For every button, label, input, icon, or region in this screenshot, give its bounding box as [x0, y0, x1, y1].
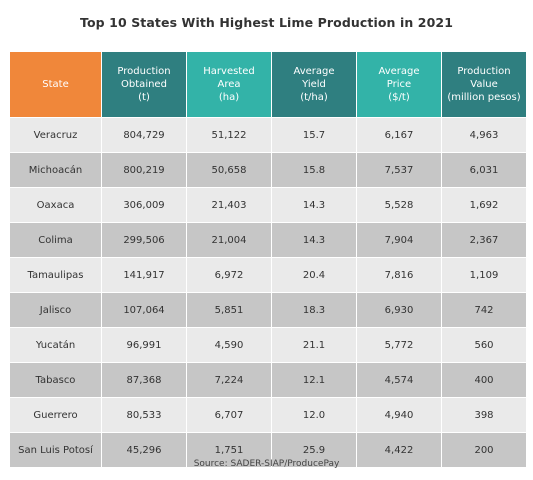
cell-production-obtained: 299,506 [101, 222, 187, 258]
table-row: Veracruz 804,729 51,122 15.7 6,167 4,963 [9, 117, 527, 153]
cell-average-price: 7,904 [356, 222, 442, 258]
cell-harvested-area: 7,224 [186, 362, 272, 398]
header-production-value-line-3: (million pesos) [447, 92, 521, 103]
cell-average-price: 7,816 [356, 257, 442, 293]
cell-average-yield: 20.4 [271, 257, 357, 293]
cell-production-value: 400 [441, 362, 527, 398]
header-harvested-area-line-1: Harvested [203, 66, 255, 77]
header-average-yield-line-2: Yield [302, 79, 326, 90]
table-row: Yucatán 96,991 4,590 21.1 5,772 560 [9, 327, 527, 363]
cell-average-yield: 15.8 [271, 152, 357, 188]
header-production-obtained-line-3: (t) [138, 92, 150, 103]
cell-state: Tabasco [9, 362, 102, 398]
cell-production-value: 200 [441, 432, 527, 468]
cell-production-value: 742 [441, 292, 527, 328]
header-production-value: Production Value (million pesos) [441, 51, 527, 118]
cell-harvested-area: 6,707 [186, 397, 272, 433]
table-row: Oaxaca 306,009 21,403 14.3 5,528 1,692 [9, 187, 527, 223]
cell-average-price: 6,930 [356, 292, 442, 328]
header-production-value-line-1: Production [457, 66, 511, 77]
header-average-yield: Average Yield (t/ha) [271, 51, 357, 118]
table-row: Tabasco 87,368 7,224 12.1 4,574 400 [9, 362, 527, 398]
cell-production-value: 560 [441, 327, 527, 363]
cell-production-obtained: 141,917 [101, 257, 187, 293]
cell-state: Oaxaca [9, 187, 102, 223]
cell-harvested-area: 1,751 [186, 432, 272, 468]
cell-state: Yucatán [9, 327, 102, 363]
cell-harvested-area: 4,590 [186, 327, 272, 363]
table-row: Tamaulipas 141,917 6,972 20.4 7,816 1,109 [9, 257, 527, 293]
header-state-line-1: State [42, 79, 69, 90]
cell-production-obtained: 800,219 [101, 152, 187, 188]
header-production-value-line-2: Value [470, 79, 498, 90]
cell-average-price: 5,772 [356, 327, 442, 363]
cell-production-value: 6,031 [441, 152, 527, 188]
cell-production-obtained: 107,064 [101, 292, 187, 328]
table-row: Michoacán 800,219 50,658 15.8 7,537 6,031 [9, 152, 527, 188]
cell-production-value: 398 [441, 397, 527, 433]
header-production-obtained-line-2: Obtained [121, 79, 167, 90]
cell-harvested-area: 6,972 [186, 257, 272, 293]
cell-harvested-area: 51,122 [186, 117, 272, 153]
chart-title: Top 10 States With Highest Lime Producti… [80, 15, 453, 30]
cell-state: Michoacán [9, 152, 102, 188]
source-note: Source: SADER-SIAP/ProducePay [193, 459, 340, 469]
cell-average-price: 6,167 [356, 117, 442, 153]
cell-production-obtained: 80,533 [101, 397, 187, 433]
cell-average-yield: 14.3 [271, 222, 357, 258]
header-row: State Production Obtained (t) Harvested … [9, 51, 527, 118]
table-row: Guerrero 80,533 6,707 12.0 4,940 398 [9, 397, 527, 433]
cell-production-value: 2,367 [441, 222, 527, 258]
cell-average-yield: 15.7 [271, 117, 357, 153]
cell-average-yield: 12.0 [271, 397, 357, 433]
header-harvested-area-line-3: (ha) [218, 92, 240, 103]
header-harvested-area: Harvested Area (ha) [186, 51, 272, 118]
cell-state: Tamaulipas [9, 257, 102, 293]
table-row: San Luis Potosí 45,296 1,751 25.9 4,422 200 [9, 432, 527, 468]
cell-average-yield: 18.3 [271, 292, 357, 328]
header-production-obtained-line-1: Production [117, 66, 171, 77]
cell-production-obtained: 87,368 [101, 362, 187, 398]
cell-average-price: 4,574 [356, 362, 442, 398]
header-state: State [9, 51, 102, 118]
table-row: Jalisco 107,064 5,851 18.3 6,930 742 [9, 292, 527, 328]
cell-harvested-area: 50,658 [186, 152, 272, 188]
cell-production-obtained: 96,991 [101, 327, 187, 363]
cell-production-value: 1,692 [441, 187, 527, 223]
header-average-price: Average Price ($/t) [356, 51, 442, 118]
cell-average-price: 4,422 [356, 432, 442, 468]
cell-state: Guerrero [9, 397, 102, 433]
header-average-yield-line-1: Average [293, 66, 335, 77]
cell-production-value: 1,109 [441, 257, 527, 293]
header-average-yield-line-3: (t/ha) [300, 92, 328, 103]
cell-average-price: 4,940 [356, 397, 442, 433]
cell-state: Jalisco [9, 292, 102, 328]
cell-production-obtained: 804,729 [101, 117, 187, 153]
cell-state: San Luis Potosí [9, 432, 102, 468]
cell-average-yield: 25.9 [271, 432, 357, 468]
header-harvested-area-line-2: Area [217, 79, 241, 90]
cell-average-yield: 14.3 [271, 187, 357, 223]
cell-state: Colima [9, 222, 102, 258]
cell-production-value: 4,963 [441, 117, 527, 153]
cell-harvested-area: 21,403 [186, 187, 272, 223]
cell-production-obtained: 306,009 [101, 187, 187, 223]
cell-state: Veracruz [9, 117, 102, 153]
cell-harvested-area: 5,851 [186, 292, 272, 328]
cell-average-price: 5,528 [356, 187, 442, 223]
table-body: Veracruz 804,729 51,122 15.7 6,167 4,963 Micho… [9, 117, 527, 468]
cell-harvested-area: 21,004 [186, 222, 272, 258]
cell-average-yield: 21.1 [271, 327, 357, 363]
header-average-price-line-1: Average [378, 66, 420, 77]
lime-production-table: State Production Obtained (t) Harvested … [9, 51, 527, 468]
header-production-obtained: Production Obtained (t) [101, 51, 187, 118]
header-average-price-line-2: Price [386, 79, 412, 90]
table-row: Colima 299,506 21,004 14.3 7,904 2,367 [9, 222, 527, 258]
cell-average-price: 7,537 [356, 152, 442, 188]
header-average-price-line-3: ($/t) [388, 92, 410, 103]
cell-average-yield: 12.1 [271, 362, 357, 398]
